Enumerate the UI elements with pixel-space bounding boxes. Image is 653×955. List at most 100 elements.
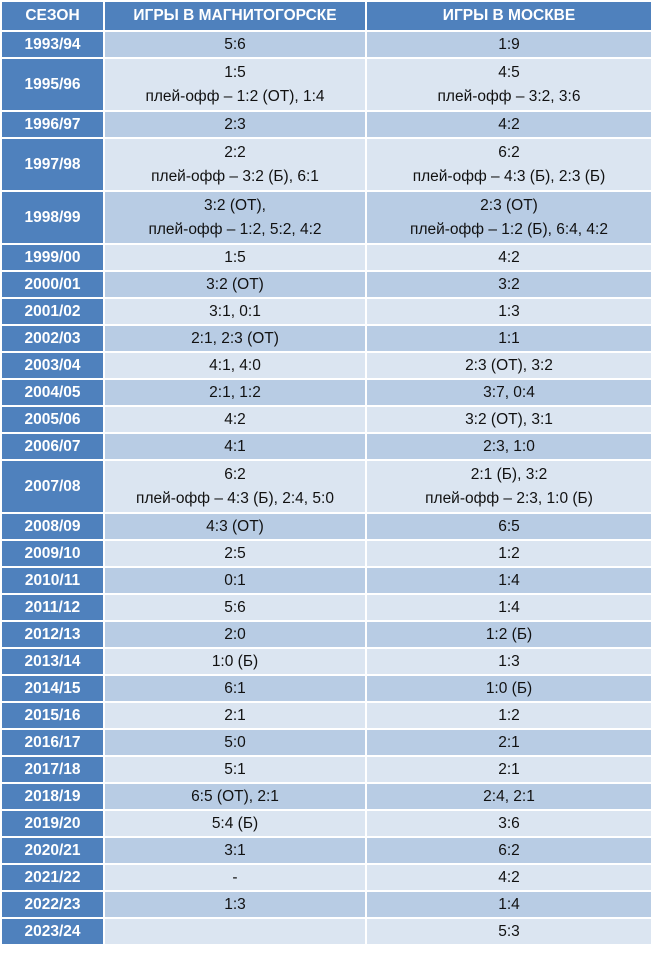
score-cell: 6:5 (ОТ), 2:1 <box>105 784 365 809</box>
score-cell: 4:2 <box>367 245 651 270</box>
score-line: 1:3 <box>498 652 520 670</box>
score-line: 6:5 <box>498 517 520 535</box>
score-cell: 4:3 (ОТ) <box>105 514 365 539</box>
season-cell: 2003/04 <box>2 353 103 378</box>
score-cell: 6:1 <box>105 676 365 701</box>
season-cell: 2006/07 <box>2 434 103 459</box>
score-line: плей-офф – 3:2, 3:6 <box>437 87 581 105</box>
score-line: 1:9 <box>498 35 520 53</box>
table-row: 2022/23 1:3 1:4 <box>2 892 651 917</box>
score-line: 2:1 <box>498 733 520 751</box>
table-row: 1999/00 1:5 4:2 <box>2 245 651 270</box>
score-line: 5:1 <box>224 760 246 778</box>
score-cell: 2:3 (ОТ), 3:2 <box>367 353 651 378</box>
table-row: 2020/21 3:1 6:2 <box>2 838 651 863</box>
score-line: 3:1, 0:1 <box>209 302 261 320</box>
score-cell: - <box>105 865 365 890</box>
score-cell: 4:1, 4:0 <box>105 353 365 378</box>
table-row: 2007/08 6:2 плей-офф – 4:3 (Б), 2:4, 5:0 2:… <box>2 461 651 512</box>
score-line: плей-офф – 4:3 (Б), 2:3 (Б) <box>412 167 606 185</box>
score-line: 4:2 <box>498 868 520 886</box>
score-line: плей-офф – 1:2, 5:2, 4:2 <box>148 220 322 238</box>
table-row: 2002/03 2:1, 2:3 (ОТ) 1:1 <box>2 326 651 351</box>
season-cell: 2009/10 <box>2 541 103 566</box>
score-line: плей-офф – 1:2 (Б), 6:4, 4:2 <box>410 220 608 238</box>
table-row: 2010/11 0:1 1:4 <box>2 568 651 593</box>
score-cell: 6:2 <box>367 838 651 863</box>
score-line: 4:2 <box>224 410 246 428</box>
score-cell: 1:9 <box>367 32 651 57</box>
score-line: 2:3 (ОТ) <box>480 196 538 214</box>
score-line: 3:2 (ОТ) <box>206 275 264 293</box>
score-line: 5:0 <box>224 733 246 751</box>
score-cell: 1:3 <box>367 299 651 324</box>
season-cell: 2016/17 <box>2 730 103 755</box>
score-line: 1:5 <box>224 248 246 266</box>
score-cell: 4:2 <box>367 112 651 137</box>
table-row: 2004/05 2:1, 1:2 3:7, 0:4 <box>2 380 651 405</box>
score-line: 3:6 <box>498 814 520 832</box>
table-row: 1996/97 2:3 4:2 <box>2 112 651 137</box>
score-cell: 4:2 <box>367 865 651 890</box>
season-cell: 1993/94 <box>2 32 103 57</box>
score-line: 1:4 <box>498 571 520 589</box>
score-line: 2:0 <box>224 625 246 643</box>
score-cell: 3:1, 0:1 <box>105 299 365 324</box>
column-header: ИГРЫ В МОСКВЕ <box>367 2 651 30</box>
season-cell: 2023/24 <box>2 919 103 944</box>
score-line: 1:2 (Б) <box>485 625 533 643</box>
season-cell: 1998/99 <box>2 192 103 243</box>
score-cell: 2:3 <box>105 112 365 137</box>
score-cell: 2:3, 1:0 <box>367 434 651 459</box>
season-cell: 2020/21 <box>2 838 103 863</box>
score-cell: 2:1, 2:3 (ОТ) <box>105 326 365 351</box>
score-line: 4:3 (ОТ) <box>206 517 264 535</box>
score-line: 3:2 (ОТ), <box>203 196 266 214</box>
score-cell: 1:1 <box>367 326 651 351</box>
score-line: 2:4, 2:1 <box>483 787 535 805</box>
score-cell: 4:5 плей-офф – 3:2, 3:6 <box>367 59 651 110</box>
score-cell: 6:2 плей-офф – 4:3 (Б), 2:4, 5:0 <box>105 461 365 512</box>
season-cell: 2001/02 <box>2 299 103 324</box>
score-cell: 6:5 <box>367 514 651 539</box>
table-row: 2023/24 5:3 <box>2 919 651 944</box>
score-cell: 2:1 (Б), 3:2 плей-офф – 2:3, 1:0 (Б) <box>367 461 651 512</box>
table-row: 1993/94 5:6 1:9 <box>2 32 651 57</box>
season-cell: 2014/15 <box>2 676 103 701</box>
score-cell: 2:3 (ОТ) плей-офф – 1:2 (Б), 6:4, 4:2 <box>367 192 651 243</box>
score-cell: 3:2 (ОТ), 3:1 <box>367 407 651 432</box>
season-cell: 2008/09 <box>2 514 103 539</box>
score-line: 2:5 <box>224 544 246 562</box>
score-line: 5:6 <box>224 598 246 616</box>
score-line: 2:1 <box>498 760 520 778</box>
score-cell: 5:6 <box>105 595 365 620</box>
season-cell: 2022/23 <box>2 892 103 917</box>
score-line: 4:2 <box>498 115 520 133</box>
season-cell: 1999/00 <box>2 245 103 270</box>
score-line: 2:1, 1:2 <box>209 383 261 401</box>
score-line: 1:2 <box>498 544 520 562</box>
score-line: 1:0 (Б) <box>485 679 533 697</box>
score-line: 5:4 (Б) <box>211 814 259 832</box>
score-line: 1:0 (Б) <box>211 652 259 670</box>
score-line: плей-офф – 2:3, 1:0 (Б) <box>425 489 593 507</box>
score-line: 6:2 <box>498 841 520 859</box>
score-cell: 2:1 <box>105 703 365 728</box>
score-cell: 1:3 <box>367 649 651 674</box>
table-row: 2021/22 - 4:2 <box>2 865 651 890</box>
table-row: 2008/09 4:3 (ОТ) 6:5 <box>2 514 651 539</box>
score-line: 6:5 (ОТ), 2:1 <box>191 787 279 805</box>
score-cell: 1:5 плей-офф – 1:2 (ОТ), 1:4 <box>105 59 365 110</box>
score-line: 0:1 <box>224 571 246 589</box>
season-cell: 2011/12 <box>2 595 103 620</box>
season-cell: 2004/05 <box>2 380 103 405</box>
score-line: 2:1 (Б), 3:2 <box>470 465 548 483</box>
season-cell: 2013/14 <box>2 649 103 674</box>
table-row: 2013/14 1:0 (Б) 1:3 <box>2 649 651 674</box>
score-cell: 1:4 <box>367 568 651 593</box>
score-line: 1:4 <box>498 598 520 616</box>
score-cell: 1:4 <box>367 595 651 620</box>
score-cell: 5:1 <box>105 757 365 782</box>
score-line: 2:3, 1:0 <box>483 437 535 455</box>
score-line: 5:6 <box>224 35 246 53</box>
